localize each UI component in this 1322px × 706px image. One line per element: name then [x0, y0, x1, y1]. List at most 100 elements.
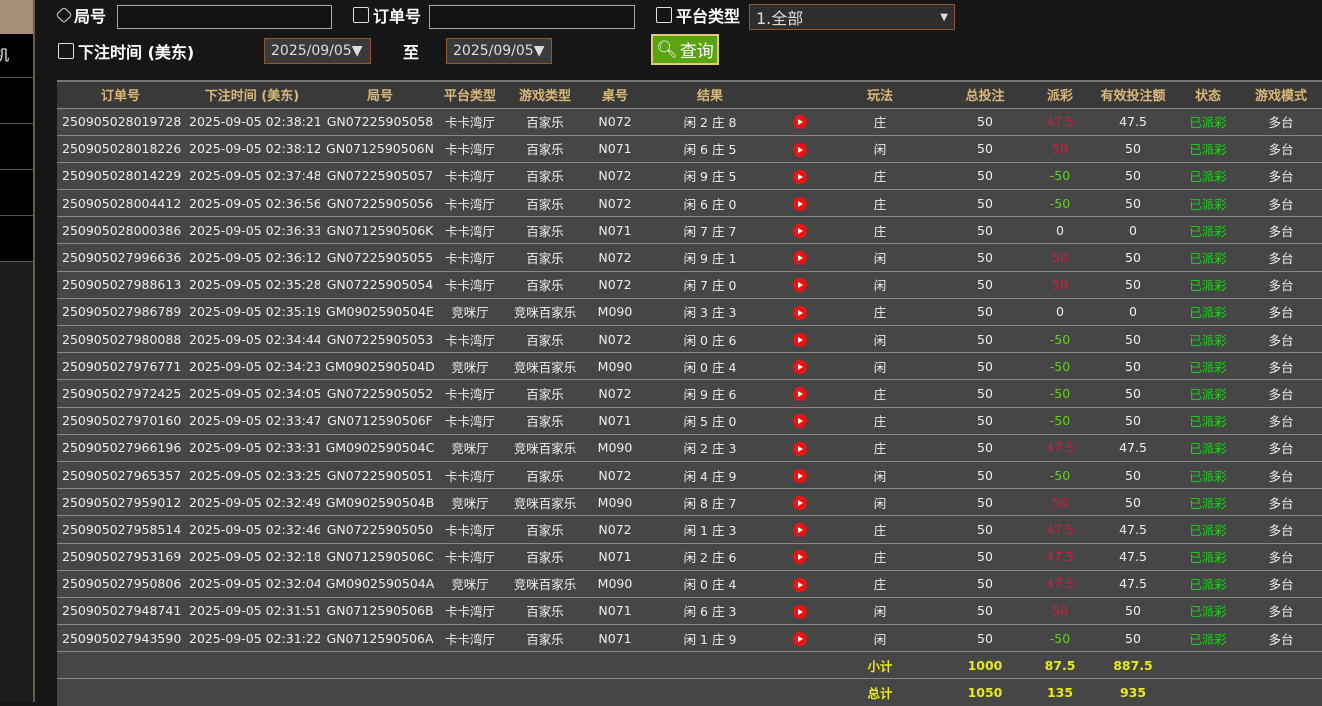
total-row: 总计 1050 135 935 — [57, 678, 1322, 706]
bet-type-cell: 庄 — [820, 379, 940, 408]
play-video-icon[interactable] — [793, 577, 807, 592]
total-bet-cell: 50 — [940, 161, 1030, 190]
video-cell — [780, 189, 820, 217]
platform-cell: 卡卡湾厅 — [440, 161, 500, 190]
order-id-cell: 250905028018226 — [57, 134, 184, 163]
video-cell — [780, 297, 820, 326]
bet-time-cell: 2025-09-05 02:35:19 — [184, 297, 320, 326]
order-id-cell: 250905027986789 — [57, 297, 184, 326]
total-cell — [184, 678, 320, 706]
play-video-icon[interactable] — [793, 414, 807, 429]
play-video-icon[interactable] — [793, 441, 807, 456]
bet-time-cell: 2025-09-05 02:36:56 — [184, 189, 320, 217]
table-row: 250905027986789 2025-09-05 02:35:19 GM0902… — [57, 297, 1322, 326]
subtotal-cell — [780, 651, 820, 679]
subtotal-cell — [1240, 651, 1322, 679]
order-input[interactable] — [429, 5, 635, 29]
play-video-icon[interactable] — [793, 196, 807, 211]
table-row: 250905028019728 2025-09-05 02:38:21 GN0722… — [57, 107, 1322, 136]
subtotal-cell — [590, 651, 640, 679]
round-id-cell: GN0712590506K — [320, 216, 440, 244]
play-video-icon[interactable] — [793, 631, 807, 646]
game-mode-cell: 多台 — [1240, 216, 1322, 244]
game-type-cell: 竞咪百家乐 — [500, 569, 590, 598]
video-cell — [780, 542, 820, 571]
round-id-cell: GM0902590504C — [320, 433, 440, 462]
date-to-select[interactable]: 2025/09/05▼ — [446, 38, 552, 64]
table-row: 250905027988613 2025-09-05 02:35:28 GN0722… — [57, 270, 1322, 299]
valid-bet-cell: 50 — [1090, 460, 1176, 489]
total-bet-cell: 50 — [940, 542, 1030, 571]
platform-cell: 卡卡湾厅 — [440, 324, 500, 353]
sidebar-item[interactable] — [0, 124, 33, 170]
play-video-icon[interactable] — [793, 278, 807, 293]
round-id-cell: GN0712590506B — [320, 596, 440, 625]
play-video-icon[interactable] — [793, 224, 807, 239]
play-video-icon[interactable] — [793, 251, 807, 266]
play-video-icon[interactable] — [793, 468, 807, 483]
play-video-icon[interactable] — [793, 495, 807, 510]
table-no-cell: N072 — [590, 379, 640, 408]
total-bet-cell: 50 — [940, 433, 1030, 462]
order-id-cell: 250905027950806 — [57, 569, 184, 598]
play-video-icon[interactable] — [793, 115, 807, 130]
round-input[interactable] — [117, 5, 332, 29]
play-video-icon[interactable] — [793, 169, 807, 184]
play-video-icon[interactable] — [793, 604, 807, 619]
valid-bet-cell: 50 — [1090, 379, 1176, 408]
bet-time-cell: 2025-09-05 02:32:49 — [184, 488, 320, 516]
play-video-icon[interactable] — [793, 142, 807, 157]
platform-value: 1.全部 — [756, 9, 804, 28]
sidebar-item[interactable]: 机 — [0, 34, 33, 78]
sidebar-item[interactable] — [0, 170, 33, 216]
subtotal-cell — [1176, 651, 1240, 679]
table-no-cell: N072 — [590, 270, 640, 299]
payout-cell: 50 — [1030, 134, 1090, 163]
round-label-text: 局号 — [74, 7, 107, 26]
play-video-icon[interactable] — [793, 360, 807, 375]
game-mode-cell: 多台 — [1240, 542, 1322, 571]
play-video-icon[interactable] — [793, 387, 807, 402]
sidebar-item[interactable] — [0, 78, 33, 124]
platform-select[interactable]: 1.全部 ▼ — [749, 4, 955, 30]
date-from-select[interactable]: 2025/09/05▼ — [264, 38, 371, 64]
order-id-cell: 250905027996636 — [57, 243, 184, 272]
bet-type-cell: 庄 — [820, 515, 940, 543]
order-id-cell: 250905028014229 — [57, 161, 184, 190]
total-cell — [1176, 678, 1240, 706]
bet-time-cell: 2025-09-05 02:34:23 — [184, 352, 320, 380]
status-cell: 已派彩 — [1176, 107, 1240, 136]
sidebar-item[interactable] — [0, 216, 33, 262]
table-row: 250905027970160 2025-09-05 02:33:47 GN0712… — [57, 406, 1322, 435]
round-id-cell: GN07225905057 — [320, 161, 440, 190]
table-no-cell: M090 — [590, 569, 640, 598]
order-id-cell: 250905027988613 — [57, 270, 184, 299]
valid-bet-cell: 50 — [1090, 352, 1176, 380]
total-bet-cell: 50 — [940, 324, 1030, 353]
game-type-cell: 百家乐 — [500, 515, 590, 543]
status-cell: 已派彩 — [1176, 624, 1240, 652]
video-cell — [780, 324, 820, 353]
bet-type-cell: 闲 — [820, 624, 940, 652]
total-bet-cell: 50 — [940, 134, 1030, 163]
video-cell — [780, 161, 820, 190]
table-no-cell: N072 — [590, 324, 640, 353]
subtotal-cell — [184, 651, 320, 679]
game-mode-cell: 多台 — [1240, 460, 1322, 489]
play-video-icon[interactable] — [793, 332, 807, 347]
total-bet-cell: 50 — [940, 297, 1030, 326]
play-video-icon[interactable] — [793, 305, 807, 320]
total-cell: 935 — [1090, 678, 1176, 706]
bet-time-cell: 2025-09-05 02:32:46 — [184, 515, 320, 543]
video-cell — [780, 515, 820, 543]
payout-cell: -50 — [1030, 624, 1090, 652]
play-video-icon[interactable] — [793, 523, 807, 538]
total-cell — [57, 678, 184, 706]
valid-bet-cell: 47.5 — [1090, 569, 1176, 598]
subtotal-cell — [640, 651, 780, 679]
round-id-cell: GN07225905058 — [320, 107, 440, 136]
play-video-icon[interactable] — [793, 550, 807, 565]
bet-time-cell: 2025-09-05 02:36:33 — [184, 216, 320, 244]
table-row: 250905027965357 2025-09-05 02:33:25 GN0722… — [57, 460, 1322, 489]
query-button[interactable]: 🔍︎ 查询 — [651, 34, 719, 65]
